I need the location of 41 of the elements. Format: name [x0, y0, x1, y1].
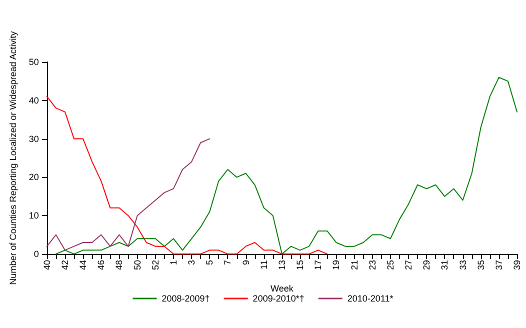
x-tick-label: 3 — [186, 260, 197, 266]
legend-label: 2009-2010*† — [252, 294, 304, 304]
line-series — [55, 76, 518, 254]
x-tick-label: 44 — [78, 260, 88, 270]
y-tick-label: 20 — [28, 172, 39, 182]
x-tick-label: 31 — [440, 260, 450, 270]
x-tick-label: 52 — [150, 260, 160, 270]
x-tick-label: 37 — [494, 260, 504, 270]
x-axis-title: Week — [270, 284, 294, 294]
x-tick-label: 5 — [204, 260, 215, 266]
x-tick-label: 19 — [331, 260, 342, 270]
x-tick-label: 35 — [476, 260, 486, 270]
x-tick-label: 7 — [222, 260, 233, 266]
x-tick-label: 11 — [258, 260, 269, 270]
x-tick-label: 23 — [367, 260, 378, 270]
x-tick-label: 40 — [42, 260, 52, 270]
x-tick-label: 13 — [276, 260, 287, 270]
legend-label: 2010-2011* — [347, 294, 394, 304]
x-tick-label: 15 — [295, 260, 306, 270]
x-tick-label: 27 — [404, 260, 414, 270]
y-tick-label: 50 — [28, 57, 39, 67]
x-tick-label: 17 — [313, 260, 324, 270]
x-tick-label: 48 — [114, 260, 124, 270]
x-tick-label: 39 — [512, 260, 522, 270]
x-tick-label: 33 — [458, 260, 468, 270]
x-tick-label: 9 — [240, 260, 251, 266]
x-tick-label: 50 — [132, 260, 142, 270]
x-tick-label: 1 — [168, 260, 178, 266]
y-axis-title: Number of Counties Reporting Localized or Widespread Activity — [8, 30, 18, 285]
y-tick-label: 0 — [34, 249, 39, 259]
x-tick-label: 29 — [422, 260, 432, 270]
x-tick-label: 46 — [96, 260, 106, 270]
line-series — [46, 138, 210, 251]
x-tick-label: 25 — [385, 260, 396, 270]
y-tick-label: 30 — [28, 134, 39, 144]
line-series — [46, 96, 328, 254]
y-tick-label: 40 — [28, 95, 39, 106]
x-tick-label: 42 — [60, 260, 70, 270]
x-tick-label: 21 — [349, 260, 360, 270]
y-tick-label: 10 — [28, 210, 39, 221]
legend-label: 2008-2009† — [162, 294, 210, 304]
